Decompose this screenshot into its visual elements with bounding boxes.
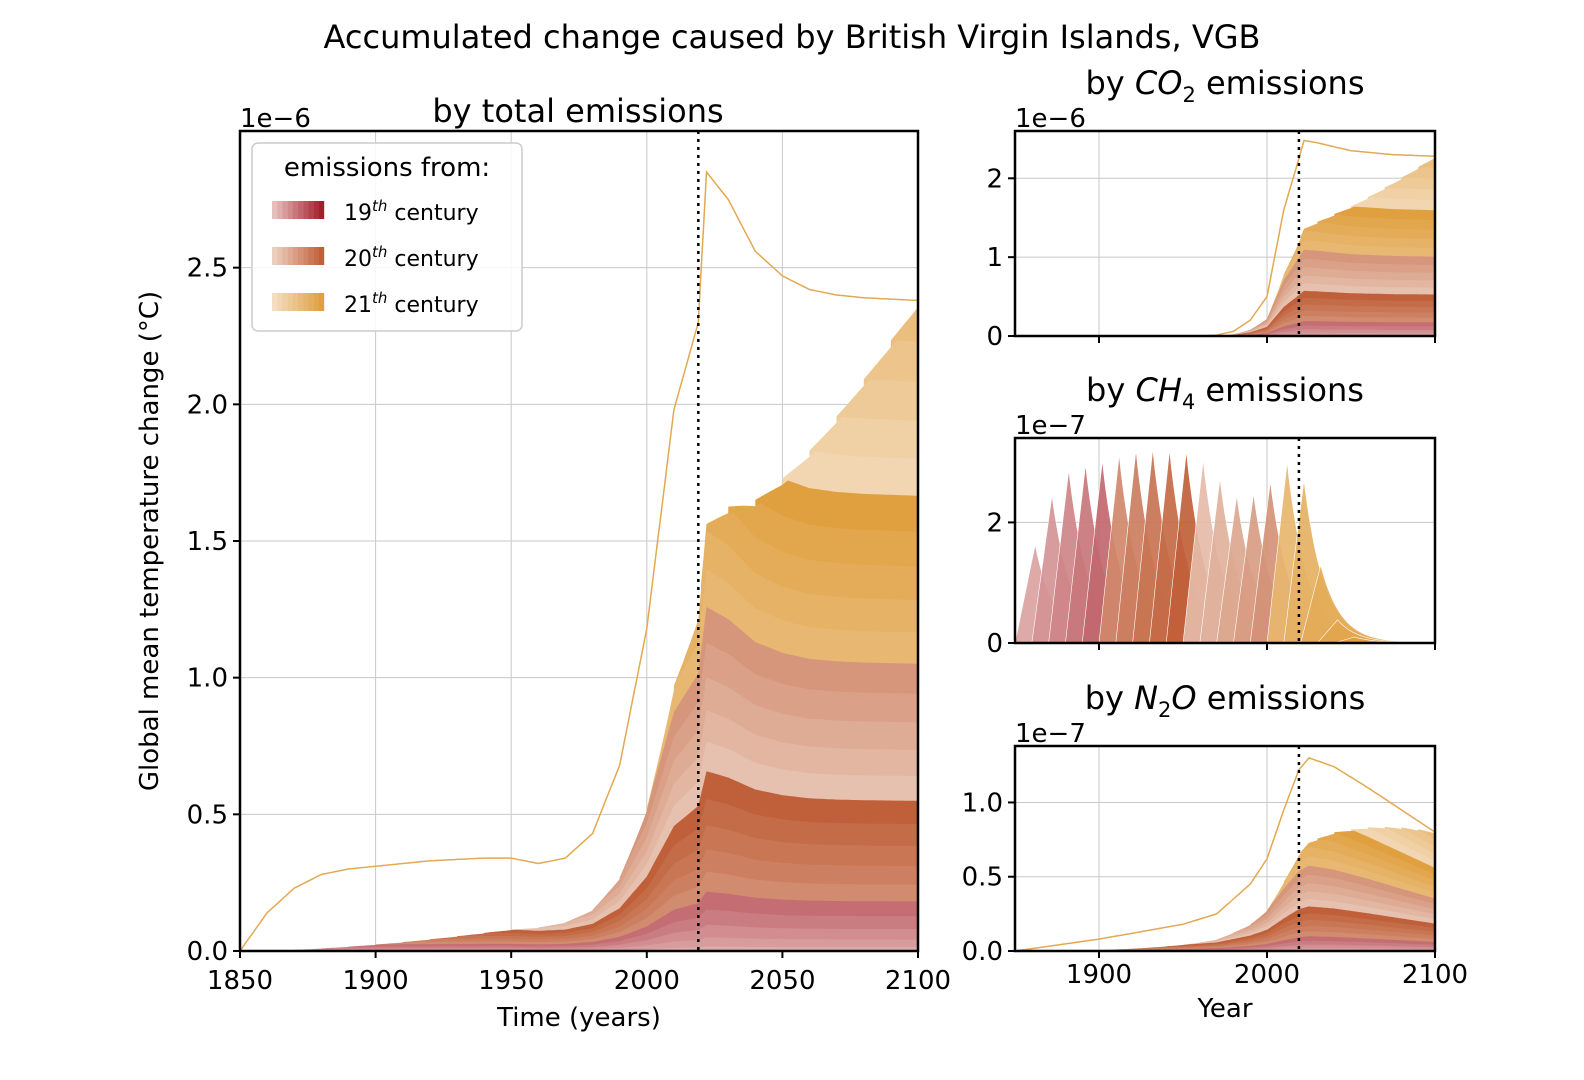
n2o-axes-frame — [1013, 744, 1437, 953]
legend-label-19th: 19th century — [344, 197, 479, 226]
n2o-x-tick-label: 2100 — [1402, 960, 1468, 990]
legend-swatch-c20 — [308, 247, 314, 265]
legend-swatch-c19 — [282, 201, 288, 219]
n2o-x-tick-label: 2000 — [1234, 960, 1300, 990]
legend-swatch-c21 — [308, 293, 314, 311]
ch4-pulse-2020 — [1300, 564, 1402, 644]
legend-swatch-c21 — [298, 293, 304, 311]
n2o-y-tick-label: 0.5 — [962, 863, 1003, 893]
legend-swatch-c21 — [282, 293, 288, 311]
co2-y-tick-label: 1 — [986, 243, 1003, 273]
n2o-total-envelope — [1014, 757, 1436, 952]
legend-swatch-c20 — [282, 247, 288, 265]
total-y-tick-label: 2.5 — [187, 254, 228, 284]
co2-axes-frame — [1013, 129, 1437, 338]
total-x-axis-label: Time (years) — [496, 1003, 661, 1033]
total-x-tick-label: 2100 — [885, 966, 951, 996]
total-stacked-bands — [239, 169, 919, 952]
legend-swatch-c20 — [292, 247, 299, 265]
legend-swatch-c21 — [277, 293, 283, 311]
panel-n2o: 1900 2000 2100 0.00.51.0 by N2O emissions … — [962, 679, 1468, 1024]
ch4-y-ticks: 02 — [986, 508, 1436, 659]
total-x-tick-label: 2000 — [614, 966, 680, 996]
ch4-panel-title: by CH4 emissions — [1086, 371, 1364, 414]
n2o-stacked-bands — [1014, 757, 1436, 952]
legend-swatch-c20 — [287, 247, 293, 265]
total-x-tick-label: 2050 — [749, 966, 815, 996]
legend-box — [251, 142, 523, 332]
figure-title: Accumulated change caused by British Vir… — [324, 18, 1261, 56]
ch4-offset-text: 1e−7 — [1015, 411, 1086, 441]
total-y-tick-label: 0.5 — [187, 800, 228, 830]
legend-swatch-c19 — [308, 201, 314, 219]
total-x-tick-label: 1900 — [343, 966, 409, 996]
ch4-y-tick-label: 0 — [986, 629, 1003, 659]
total-y-ticks: 0.0 0.5 1.0 1.5 2.0 2.5 — [187, 254, 240, 967]
co2-offset-text: 1e−6 — [1015, 104, 1086, 134]
legend-swatch-c19 — [292, 201, 299, 219]
total-panel-title: by total emissions — [432, 92, 723, 130]
legend: emissions from: 19th century 20th centur… — [251, 142, 523, 332]
legend-swatch-c19 — [272, 201, 278, 219]
co2-y-ticks: 0 1 2 — [986, 164, 1436, 352]
legend-swatch-c20 — [318, 247, 325, 265]
legend-swatch-c20 — [298, 247, 304, 265]
n2o-x-tick-label: 1900 — [1066, 960, 1132, 990]
panel-ch4: 02 by CH4 emissions 1e−7 — [986, 371, 1437, 659]
total-x-ticks: 1850 1900 1950 2000 2050 2100 — [207, 951, 951, 996]
n2o-y-tick-label: 1.0 — [962, 788, 1003, 818]
co2-panel-title: by CO2 emissions — [1085, 64, 1364, 107]
n2o-x-ticks: 1900 2000 2100 — [1066, 951, 1468, 990]
n2o-panel-title: by N2O emissions — [1085, 679, 1366, 722]
ch4-y-tick-label: 2 — [986, 508, 1003, 538]
ch4-overlapping-pulses — [1014, 449, 1436, 644]
total-y-tick-label: 1.0 — [187, 664, 228, 694]
co2-y-tick-label: 0 — [986, 322, 1003, 352]
legend-swatch-c21 — [272, 293, 278, 311]
legend-title: emissions from: — [284, 153, 490, 183]
co2-y-tick-label: 2 — [986, 164, 1003, 194]
legend-swatch-c19 — [313, 201, 319, 219]
total-total-envelope — [239, 169, 919, 952]
legend-swatch-c21 — [318, 293, 325, 311]
legend-swatch-c20 — [277, 247, 283, 265]
legend-swatch-c19 — [287, 201, 293, 219]
legend-swatches — [272, 201, 325, 311]
total-y-tick-label: 1.5 — [187, 527, 228, 557]
panel-co2: 0 1 2 by CO2 emissions 1e−6 — [986, 64, 1437, 352]
n2o-offset-text: 1e−7 — [1015, 719, 1086, 749]
legend-swatch-c20 — [272, 247, 278, 265]
legend-swatch-c21 — [292, 293, 299, 311]
panel-total: 1850 1900 1950 2000 2050 2100 0.0 0.5 1.0 1.5 2.0… — [135, 92, 951, 1033]
total-offset-text: 1e−6 — [240, 104, 311, 134]
legend-swatch-c19 — [303, 201, 309, 219]
total-y-tick-label: 0.0 — [187, 937, 228, 967]
n2o-y-ticks: 0.0 0.5 1.0 — [962, 788, 1015, 967]
total-y-tick-label: 2.0 — [187, 390, 228, 420]
legend-swatch-c20 — [313, 247, 319, 265]
n2o-y-tick-label: 0.0 — [962, 937, 1003, 967]
co2-stacked-bands — [1015, 139, 1435, 337]
n2o-x-axis-label: Year — [1196, 994, 1252, 1024]
total-y-axis-label: Global mean temperature change (°C) — [135, 291, 165, 791]
ch4-axes-frame — [1013, 436, 1437, 645]
legend-swatch-c21 — [303, 293, 309, 311]
total-x-tick-label: 1950 — [478, 966, 544, 996]
legend-swatch-c19 — [298, 201, 304, 219]
legend-label-20th: 20th century — [344, 243, 479, 272]
legend-swatch-c21 — [313, 293, 319, 311]
legend-swatch-c19 — [277, 201, 283, 219]
total-x-tick-label: 1850 — [207, 966, 273, 996]
legend-swatch-c20 — [303, 247, 309, 265]
legend-swatch-c19 — [318, 201, 325, 219]
legend-swatch-c21 — [287, 293, 293, 311]
legend-label-21st: 21th century — [344, 289, 479, 318]
